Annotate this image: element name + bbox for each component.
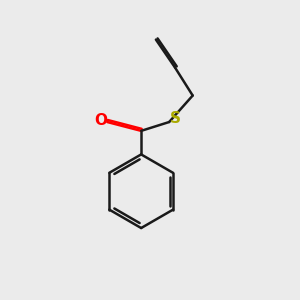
Text: O: O [94, 113, 107, 128]
Text: S: S [170, 111, 181, 126]
